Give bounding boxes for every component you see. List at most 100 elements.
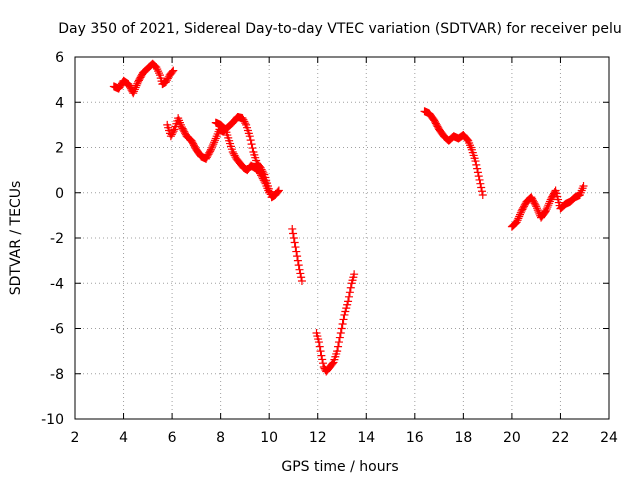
data-point <box>132 81 141 90</box>
data-point <box>334 338 343 347</box>
data-point <box>475 175 484 184</box>
data-point <box>341 307 350 316</box>
x-tick-label: 2 <box>71 430 80 446</box>
data-point <box>206 147 215 156</box>
data-point <box>258 174 267 183</box>
data-point <box>345 288 354 297</box>
data-point <box>255 167 264 176</box>
x-tick-label: 14 <box>357 430 375 446</box>
data-point <box>532 204 541 213</box>
data-point <box>343 300 352 309</box>
data-point <box>471 157 480 166</box>
data-point <box>550 187 559 196</box>
data-point <box>344 292 353 301</box>
data-point <box>246 136 255 145</box>
series-segment-7 <box>507 181 588 231</box>
data-point <box>477 183 486 192</box>
x-tick-label: 10 <box>260 430 278 446</box>
data-point <box>316 347 325 356</box>
data-point <box>220 124 229 133</box>
labels-layer: Day 350 of 2021, Sidereal Day-to-day VTE… <box>8 21 622 475</box>
data-point <box>152 63 161 72</box>
data-point <box>241 119 250 128</box>
data-point <box>168 67 177 76</box>
data-point <box>290 238 299 247</box>
x-tick-label: 22 <box>552 430 570 446</box>
data-point <box>531 200 540 209</box>
data-point <box>516 210 524 219</box>
x-tick-label: 8 <box>216 430 225 446</box>
x-tick-label: 16 <box>406 430 424 446</box>
data-point <box>334 342 343 351</box>
data-point <box>207 143 216 152</box>
x-tick-label: 4 <box>119 430 128 446</box>
data-point <box>256 171 265 180</box>
data-point <box>240 117 249 126</box>
data-point <box>289 234 298 242</box>
data-point <box>462 134 471 143</box>
data-point <box>545 197 554 206</box>
data-point <box>513 216 522 225</box>
data-point <box>131 83 140 92</box>
data-point <box>515 212 524 221</box>
data-point <box>473 168 482 177</box>
series-segment-6 <box>420 107 487 200</box>
data-point <box>532 202 541 211</box>
data-point <box>169 127 178 136</box>
data-point <box>474 172 483 181</box>
chart-title: Day 350 of 2021, Sidereal Day-to-day VTE… <box>58 21 621 37</box>
data-point <box>168 128 177 137</box>
data-point <box>163 74 172 83</box>
data-point <box>346 283 355 292</box>
data-point <box>297 276 306 285</box>
y-tick-label: -6 <box>50 322 64 338</box>
data-point <box>333 347 342 356</box>
x-axis-label: GPS time / hours <box>281 459 398 475</box>
data-point <box>544 201 553 210</box>
data-point <box>478 191 487 200</box>
series-segment-2 <box>163 112 283 202</box>
data-point <box>167 130 176 139</box>
data-point <box>256 169 265 178</box>
data-point <box>219 123 228 132</box>
data-point <box>516 208 525 217</box>
y-tick-label: 4 <box>55 95 64 111</box>
data-point <box>228 148 237 157</box>
data-point <box>533 206 542 215</box>
data-point <box>210 138 219 147</box>
data-point <box>317 351 326 360</box>
data-point <box>166 132 175 141</box>
data-point <box>342 304 351 313</box>
data-point <box>545 199 554 208</box>
y-tick-label: 0 <box>55 186 64 202</box>
data-point <box>293 256 302 265</box>
data-point <box>208 141 217 150</box>
data-point <box>209 140 218 149</box>
data-point <box>512 218 521 227</box>
y-tick-label: -8 <box>50 367 64 383</box>
x-tick-label: 18 <box>454 430 472 446</box>
data-point <box>273 187 282 196</box>
data-point <box>338 319 347 328</box>
data-point <box>133 79 142 88</box>
data-point <box>337 324 346 333</box>
data-point <box>257 172 266 181</box>
data-point <box>130 87 139 96</box>
data-point <box>259 176 268 185</box>
data-point <box>154 67 163 76</box>
data-point <box>350 270 359 279</box>
data-point <box>296 269 305 278</box>
series-segment-3 <box>211 118 274 197</box>
data-point <box>247 140 256 149</box>
data-point <box>129 89 138 98</box>
data-point <box>162 77 171 86</box>
data-point <box>289 229 298 238</box>
data-point <box>315 342 324 351</box>
y-tick-label: 2 <box>55 141 64 157</box>
data-point <box>260 178 269 187</box>
data-point <box>293 252 302 261</box>
data-point <box>541 206 550 215</box>
data-point <box>514 214 523 223</box>
data-point <box>318 355 327 364</box>
